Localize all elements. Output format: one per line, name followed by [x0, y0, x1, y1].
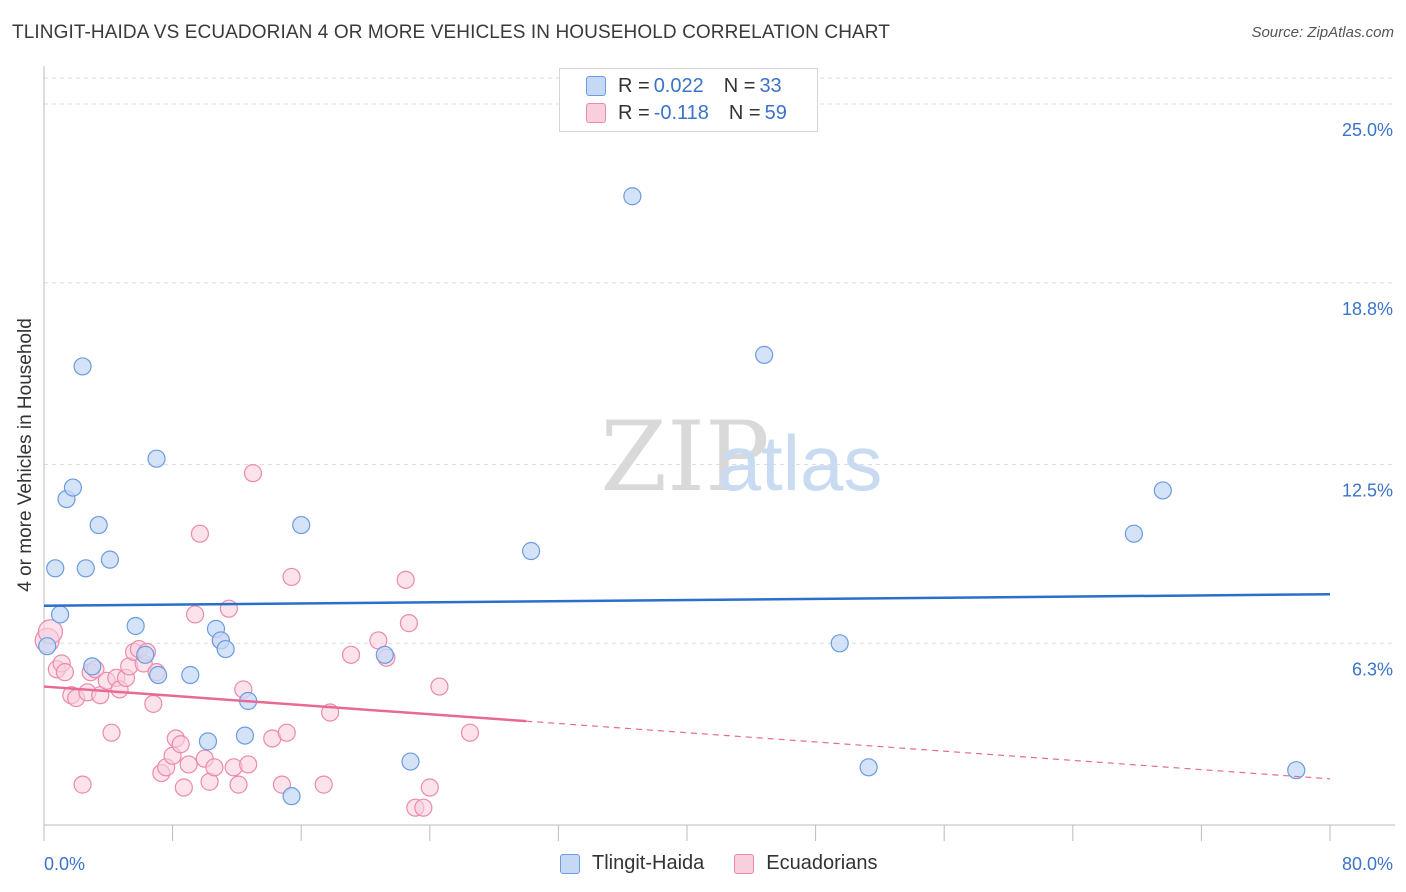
ecuadorians-point — [219, 599, 238, 618]
legend-r-value-1: 0.022 — [653, 74, 704, 97]
y-tick-label: 6.3% — [1352, 659, 1393, 679]
ecuadorians-point — [73, 775, 92, 794]
tlingit-haida-point — [38, 637, 57, 656]
ecuadorians-point — [229, 775, 248, 794]
ecuadorians-trend-line — [43, 685, 527, 723]
x-tick-label: 0.0% — [44, 854, 85, 874]
ecuadorians-point — [420, 778, 439, 797]
tlingit-haida-point — [235, 726, 255, 745]
tlingit-haida-point — [216, 639, 235, 659]
tlingit-haida-point — [126, 616, 145, 636]
ecuadorians-point — [55, 663, 74, 682]
legend-n-label-1: N = — [723, 74, 756, 97]
ecuadorians-point — [102, 723, 121, 742]
tlingit-haida-point — [401, 752, 420, 771]
tlingit-haida-point — [1287, 761, 1306, 780]
ecuadorians-point — [205, 758, 224, 777]
tlingit-haida-point — [100, 550, 120, 569]
legend-swatch-ecuador — [734, 853, 755, 874]
ecuadorians-point — [341, 645, 361, 664]
y-axis-label: 4 or more Vehicles in Household — [15, 318, 36, 592]
legend-swatch-pink — [586, 103, 606, 123]
tlingit-haida-point — [282, 787, 301, 806]
legend-r-label-1: R = — [618, 74, 650, 97]
ecuadorians-point — [414, 798, 433, 817]
tlingit-haida-point — [1124, 524, 1143, 543]
ecuadorians-point — [282, 567, 301, 587]
axes — [43, 66, 1395, 841]
tlingit-haida-point — [521, 541, 541, 561]
legend-r-label-2: R = — [618, 101, 650, 124]
ecuadorians-point — [174, 778, 193, 797]
legend-swatch-blue — [586, 76, 606, 96]
correlation-legend: R = 0.022 N = 33 R = -0.118 N = 59 — [559, 68, 818, 132]
tlingit-haida-point — [136, 645, 155, 664]
ecuadorians-point — [243, 464, 263, 483]
ecuadorians-trend-extension — [526, 720, 1331, 780]
ecuadorians-point — [396, 570, 415, 589]
chart-title: TLINGIT-HAIDA VS ECUADORIAN 4 OR MORE VE… — [12, 22, 890, 43]
y-tick-label: 18.8% — [1342, 299, 1393, 319]
tlingit-haida-point — [181, 665, 200, 685]
grid-lines — [44, 77, 1395, 644]
legend-label-ecuador: Ecuadorians — [766, 852, 878, 874]
tlingit-haida-point — [859, 758, 878, 777]
ecuadorians-point — [186, 605, 205, 624]
legend-n-label-2: N = — [728, 101, 761, 124]
y-tick-label: 25.0% — [1342, 120, 1393, 140]
tlingit-haida-point — [63, 478, 83, 497]
legend-label-tlingit: Tlingit-Haida — [592, 852, 705, 874]
source-label: Source: ZipAtlas.com — [1251, 24, 1394, 41]
legend-row-tlingit: R = 0.022 N = 33 — [586, 73, 782, 99]
ecuadorians-point — [179, 755, 198, 774]
legend-n-value-2: 59 — [764, 101, 787, 124]
tlingit-haida-point — [46, 559, 65, 578]
tlingit-haida-point — [198, 732, 218, 751]
tlingit-haida-point — [755, 345, 774, 364]
tlingit-haida-points — [38, 187, 1306, 806]
ecuadorians-point — [277, 723, 296, 742]
tlingit-haida-point — [1153, 481, 1172, 500]
ecuadorians-point — [460, 723, 480, 742]
watermark-zip: ZIP — [600, 401, 769, 513]
tlingit-haida-point — [830, 634, 849, 653]
tlingit-haida-point — [83, 657, 102, 676]
watermark-atlas: atlas — [718, 419, 883, 507]
trend-lines — [43, 593, 1331, 780]
ecuadorians-point — [144, 694, 163, 713]
tlingit-haida-point — [76, 559, 95, 578]
y-tick-label: 12.5% — [1342, 480, 1393, 500]
tlingit-haida-point — [73, 357, 92, 376]
ecuadorians-point — [171, 735, 190, 754]
tlingit-haida-point — [50, 605, 70, 624]
legend-n-value-1: 33 — [759, 74, 782, 97]
tick-labels: 6.3% 12.5% 18.8% 25.0% 0.0% 80.0% — [44, 120, 1393, 874]
ecuadorians-point — [239, 755, 258, 774]
ecuadorians-point — [314, 775, 333, 794]
series-legend: Tlingit-Haida Ecuadorians — [560, 852, 907, 875]
legend-item-ecuador: Ecuadorians — [734, 852, 877, 875]
tlingit-haida-point — [375, 645, 394, 664]
x-tick-label: 80.0% — [1342, 854, 1393, 874]
legend-r-value-2: -0.118 — [653, 101, 709, 124]
tlingit-haida-point — [623, 187, 642, 206]
tlingit-haida-point — [149, 665, 168, 685]
legend-row-ecuador: R = -0.118 N = 59 — [586, 100, 787, 126]
tlingit-haida-point — [292, 515, 311, 535]
tlingit-haida-trend-line — [43, 593, 1331, 608]
ecuadorians-point — [430, 677, 449, 696]
tlingit-haida-point — [147, 449, 166, 468]
legend-item-tlingit: Tlingit-Haida — [560, 852, 704, 875]
ecuadorians-point — [399, 614, 419, 633]
tlingit-haida-point — [89, 515, 108, 535]
ecuadorians-point — [190, 524, 210, 543]
legend-swatch-tlingit — [560, 853, 580, 874]
